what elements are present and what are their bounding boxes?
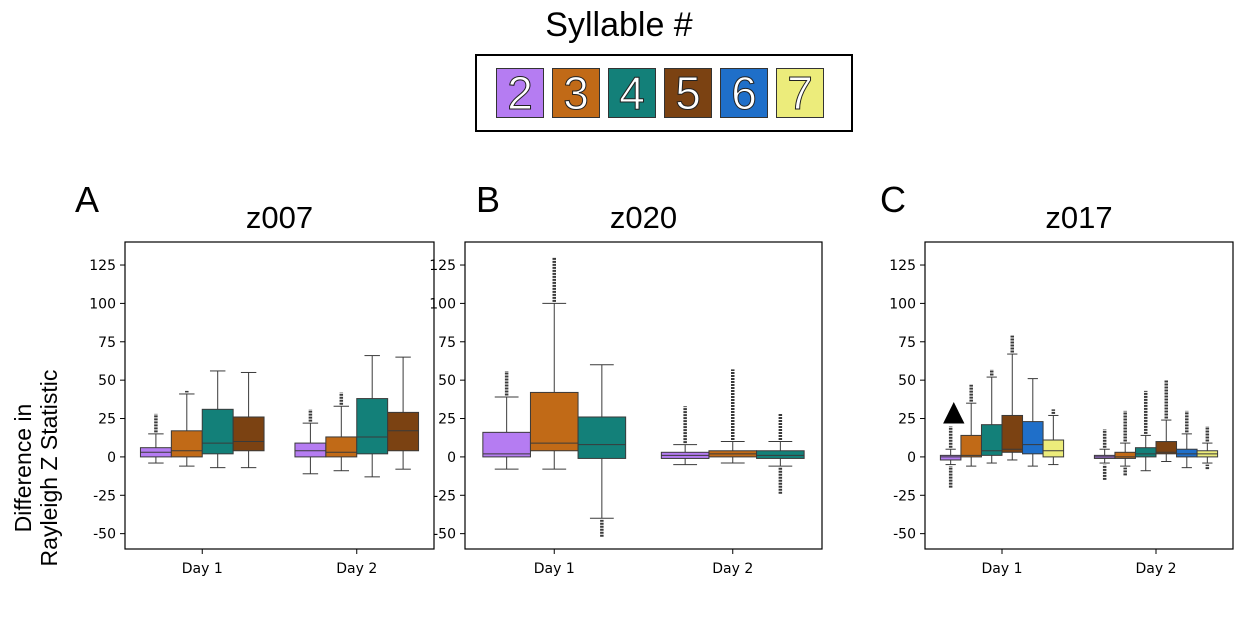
legend-label-2: 2 — [507, 67, 534, 120]
panel-title: z017 — [1045, 200, 1112, 235]
x-tick-label: Day 2 — [712, 561, 753, 577]
box-4-1 — [1134, 447, 1157, 458]
box-3-0 — [170, 430, 203, 458]
box-3-1 — [325, 436, 358, 458]
panel-letter: A — [75, 179, 99, 220]
legend-label-7: 7 — [787, 67, 814, 120]
legend-swatch-5: 5 — [664, 67, 712, 120]
box-5-1 — [1155, 441, 1178, 455]
box-2-0 — [482, 431, 531, 458]
box-5-0 — [232, 416, 265, 452]
box-4-1 — [756, 450, 805, 459]
plot-frame — [464, 241, 823, 550]
legend-label-4: 4 — [619, 67, 646, 120]
legend-label-6: 6 — [731, 67, 758, 120]
y-tick-label: 0 — [907, 450, 916, 466]
panel-letter: B — [476, 179, 500, 220]
y-tick-label: -25 — [893, 488, 916, 504]
box-4-0 — [201, 408, 234, 455]
y-tick-label: -25 — [433, 488, 456, 504]
annotation-triangle: ▲ — [943, 394, 965, 427]
box-7-0 — [1042, 439, 1065, 458]
legend-swatch-3: 3 — [552, 67, 600, 120]
box-2-1 — [294, 442, 327, 458]
box-5-0 — [1001, 414, 1024, 453]
panel-title: z007 — [246, 200, 313, 235]
box-6-0 — [1022, 421, 1044, 455]
legend-label-5: 5 — [675, 67, 702, 120]
y-tick-label: 50 — [438, 373, 456, 389]
legend-label-3: 3 — [563, 67, 590, 120]
box-3-1 — [1114, 451, 1136, 459]
box-6-1 — [1176, 448, 1198, 458]
panel-letter: C — [880, 179, 906, 220]
legend-title: Syllable # — [545, 6, 693, 44]
y-tick-label: 50 — [98, 373, 116, 389]
y-tick-label: 100 — [889, 296, 916, 312]
box-4-0 — [577, 416, 627, 459]
plot-frame — [124, 241, 435, 550]
x-tick-label: Day 2 — [336, 561, 377, 577]
y-tick-label: 25 — [438, 412, 456, 428]
y-tick-label: 25 — [898, 412, 916, 428]
y-tick-label: 125 — [429, 258, 456, 274]
y-tick-label: 0 — [447, 450, 456, 466]
y-tick-label: 25 — [98, 412, 116, 428]
x-tick-label: Day 1 — [534, 561, 575, 577]
box-2-0 — [939, 454, 962, 461]
box-3-0 — [960, 434, 982, 458]
y-tick-label: -50 — [93, 527, 116, 543]
legend-swatch-4: 4 — [608, 67, 656, 120]
y-tick-label: 50 — [898, 373, 916, 389]
legend-swatch-7: 7 — [776, 67, 824, 120]
box-3-0 — [529, 391, 579, 452]
x-tick-label: Day 1 — [182, 561, 223, 577]
y-tick-label: 100 — [89, 296, 116, 312]
y-tick-label: 75 — [98, 335, 116, 351]
legend-swatch-2: 2 — [496, 67, 544, 120]
y-tick-label: -50 — [893, 527, 916, 543]
x-tick-label: Day 1 — [981, 561, 1022, 577]
legend-swatch-6: 6 — [720, 67, 768, 120]
box-4-1 — [356, 398, 389, 455]
y-tick-label: 100 — [429, 296, 456, 312]
y-tick-label: 125 — [889, 258, 916, 274]
y-tick-label: 75 — [898, 335, 916, 351]
x-tick-label: Day 2 — [1135, 561, 1176, 577]
y-tick-label: -50 — [433, 527, 456, 543]
y-tick-label: 75 — [438, 335, 456, 351]
panel-title: z020 — [610, 200, 677, 235]
y-tick-label: -25 — [93, 488, 116, 504]
y-tick-label: 0 — [107, 450, 116, 466]
plot-frame — [924, 241, 1234, 550]
y-tick-label: 125 — [89, 258, 116, 274]
box-5-1 — [387, 411, 420, 452]
